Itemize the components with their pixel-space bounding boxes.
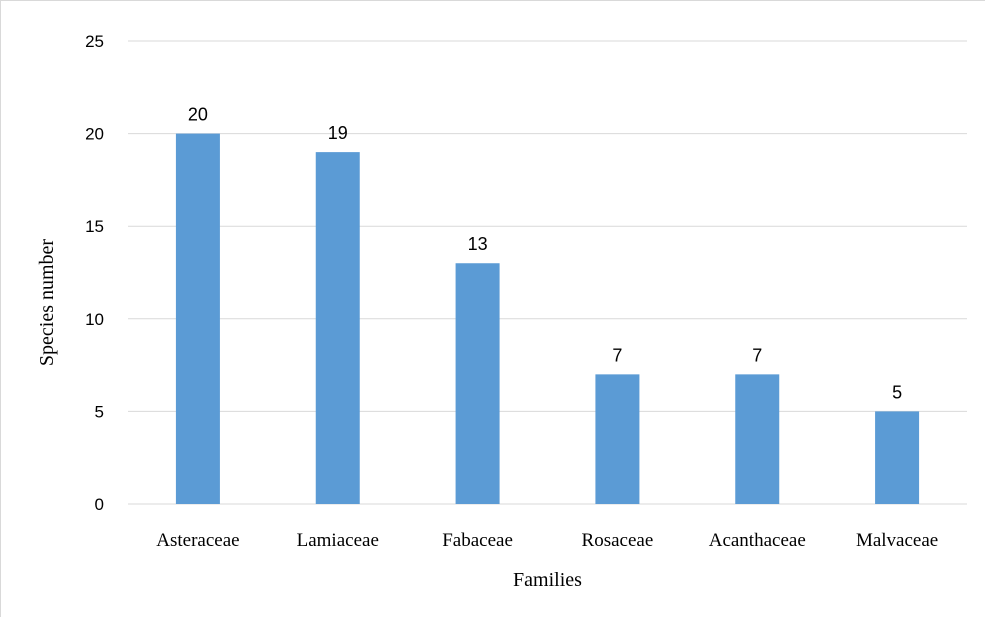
bar-fabaceae — [455, 263, 500, 504]
y-tick-label: 15 — [85, 217, 104, 236]
bar-acanthaceae — [735, 374, 780, 504]
bar-asteraceae — [175, 133, 220, 504]
y-tick-label: 25 — [85, 32, 104, 51]
bar-malvaceae — [875, 411, 920, 504]
data-label: 7 — [612, 345, 622, 365]
bar-lamiaceae — [315, 152, 360, 504]
data-label: 13 — [468, 234, 488, 254]
x-axis-ticks: Asteraceae Lamiaceae Fabaceae Rosaceae Acant… — [156, 530, 938, 551]
gridlines — [128, 40, 967, 505]
y-tick-label: 0 — [95, 495, 104, 514]
y-axis-title: Species number — [36, 239, 58, 367]
y-tick-label: 20 — [85, 125, 104, 144]
data-label: 20 — [188, 105, 208, 125]
data-label: 7 — [752, 345, 762, 365]
x-tick-label: Acanthaceae — [709, 530, 806, 551]
x-tick-label: Fabaceae — [442, 530, 513, 551]
bars — [175, 133, 920, 504]
data-label: 5 — [892, 382, 902, 402]
x-axis-title: Families — [513, 569, 582, 591]
x-tick-label: Rosaceae — [582, 530, 654, 551]
bar-rosaceae — [595, 374, 640, 504]
x-tick-label: Lamiaceae — [297, 530, 379, 551]
y-axis-ticks: 0 5 10 15 20 25 — [85, 32, 104, 514]
data-labels: 20 19 13 7 7 5 — [188, 105, 902, 403]
data-label: 19 — [328, 123, 348, 143]
x-tick-label: Asteraceae — [156, 530, 239, 551]
x-tick-label: Malvaceae — [856, 530, 938, 551]
y-tick-label: 5 — [95, 402, 104, 421]
y-tick-label: 10 — [85, 310, 104, 329]
